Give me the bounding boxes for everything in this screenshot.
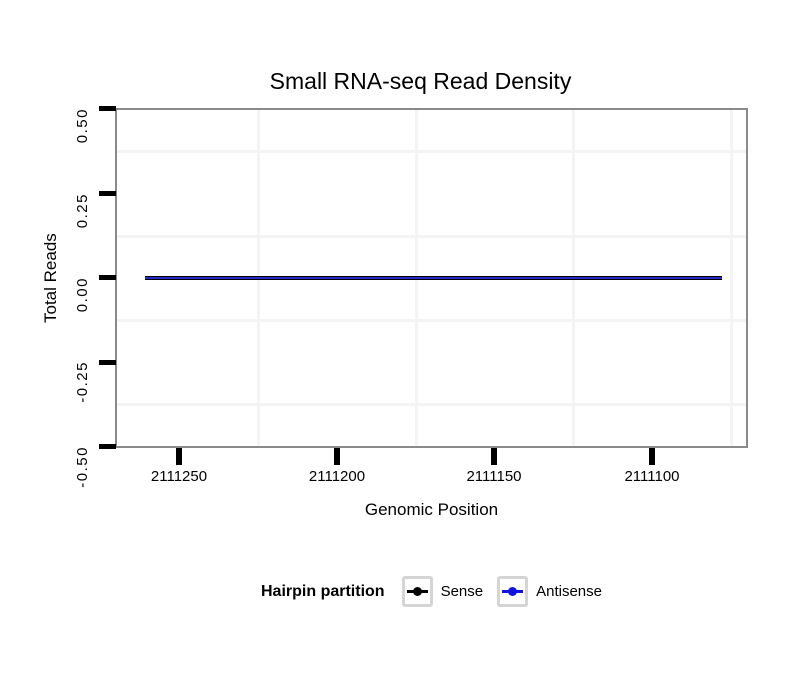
plot-panel: [115, 108, 748, 448]
minor-gridline-horizontal: [117, 150, 746, 153]
minor-gridline-vertical: [730, 110, 733, 446]
antisense-series-line: [145, 277, 722, 279]
y-axis-tick: [99, 444, 116, 449]
x-tick-label: 2111150: [466, 468, 522, 485]
minor-gridline-horizontal: [117, 403, 746, 406]
y-axis-tick: [99, 191, 116, 196]
x-axis-title: Genomic Position: [364, 500, 499, 519]
x-axis-tick: [334, 448, 340, 465]
x-axis-tick: [176, 448, 182, 465]
legend-label-antisense: Antisense: [536, 583, 602, 600]
y-axis-title: Total Reads: [41, 233, 60, 323]
x-tick-label: 2111200: [308, 468, 366, 485]
legend-label-sense: Sense: [440, 583, 484, 600]
x-tick-label: 2111100: [624, 468, 680, 485]
y-tick-label: -0.25: [74, 361, 91, 403]
legend-title: Hairpin partition: [261, 582, 385, 600]
sense-point-icon: [412, 587, 422, 596]
x-axis-tick: [649, 448, 655, 465]
sense-series-line: [145, 276, 722, 280]
antisense-point-icon: [508, 587, 518, 596]
y-axis-tick: [99, 360, 116, 365]
legend-key-antisense: [497, 576, 529, 607]
y-tick-label: -0.50: [74, 446, 91, 488]
x-axis-tick: [491, 448, 497, 465]
x-tick-label: 2111250: [150, 468, 208, 485]
y-tick-label: 0.50: [74, 108, 91, 144]
chart-title: Small RNA-seq Read Density: [269, 68, 572, 94]
legend: Hairpin partition Sense Antisense: [115, 576, 748, 607]
minor-gridline-horizontal: [117, 235, 746, 238]
legend-key-sense: [401, 576, 433, 607]
minor-gridline-horizontal: [117, 319, 746, 322]
y-tick-label: 0.00: [74, 277, 91, 313]
y-axis-tick: [99, 275, 116, 280]
y-axis-tick: [99, 106, 116, 111]
y-tick-label: 0.25: [74, 193, 91, 229]
